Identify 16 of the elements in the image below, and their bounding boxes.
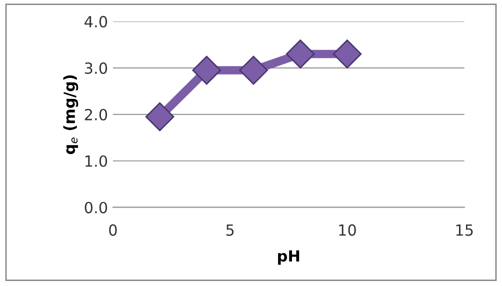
y-tick-label: 2.0 (84, 108, 108, 120)
x-tick-label: 15 (456, 224, 473, 236)
point (286, 40, 315, 68)
point (192, 56, 222, 85)
y-tick-label: 0.0 (84, 202, 108, 214)
x-tick-label: 10 (339, 224, 356, 236)
point (332, 40, 362, 68)
point (145, 102, 174, 132)
x-tick-label: 5 (226, 224, 234, 236)
y-tick-label: 3.0 (84, 62, 108, 74)
y-tick-label: 4.0 (84, 16, 108, 28)
x-axis-title: pH (278, 250, 300, 265)
x-tick-label: 0 (109, 224, 117, 236)
y-axis-title: q$_{e}$ (mg/g) (63, 75, 78, 154)
y-tick-label: 1.0 (85, 155, 108, 167)
point (239, 56, 268, 85)
